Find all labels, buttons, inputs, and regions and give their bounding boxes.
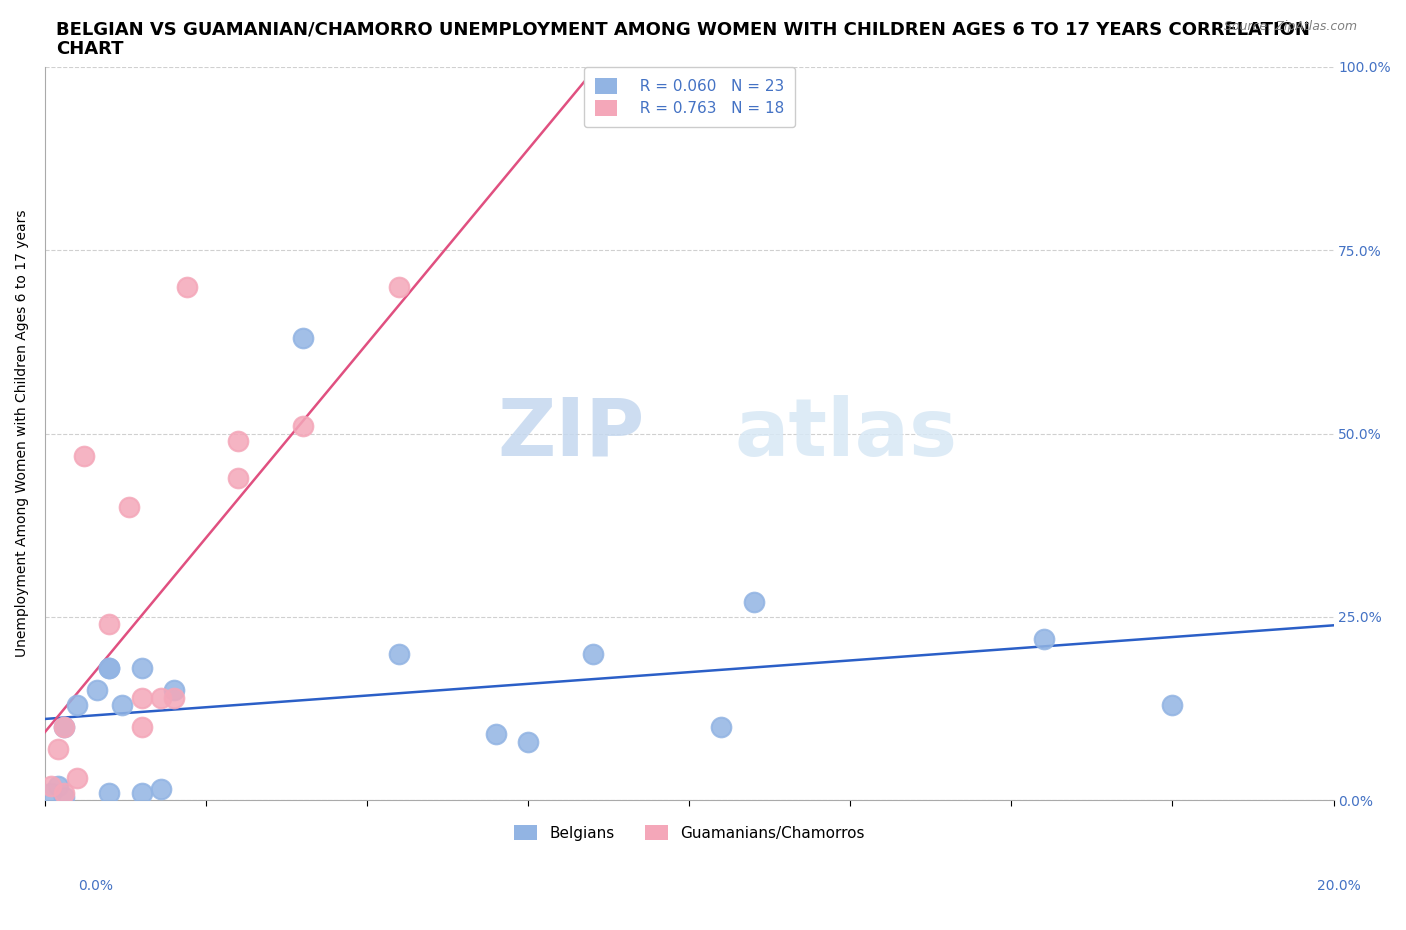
Point bbox=[613, 74, 636, 89]
Point bbox=[53, 786, 76, 801]
Point bbox=[131, 786, 153, 801]
Point bbox=[163, 690, 186, 705]
Point bbox=[485, 727, 508, 742]
Point bbox=[388, 280, 411, 295]
Text: Source: ZipAtlas.com: Source: ZipAtlas.com bbox=[1223, 20, 1357, 33]
Point bbox=[388, 646, 411, 661]
Point bbox=[131, 661, 153, 676]
Point bbox=[53, 720, 76, 735]
Point bbox=[41, 786, 63, 801]
Point bbox=[98, 661, 121, 676]
Point bbox=[581, 646, 603, 661]
Point bbox=[291, 331, 314, 346]
Point bbox=[98, 661, 121, 676]
Point bbox=[46, 778, 69, 793]
Point bbox=[131, 690, 153, 705]
Point bbox=[98, 786, 121, 801]
Text: ZIP: ZIP bbox=[496, 394, 644, 472]
Point bbox=[46, 741, 69, 756]
Point bbox=[131, 720, 153, 735]
Point bbox=[1032, 631, 1054, 646]
Point bbox=[226, 433, 249, 448]
Point bbox=[41, 778, 63, 793]
Point bbox=[176, 280, 198, 295]
Point bbox=[1161, 698, 1184, 712]
Point bbox=[149, 782, 172, 797]
Point bbox=[710, 720, 733, 735]
Text: 20.0%: 20.0% bbox=[1316, 879, 1361, 893]
Point bbox=[86, 683, 108, 698]
Point bbox=[53, 720, 76, 735]
Point bbox=[742, 595, 765, 610]
Point bbox=[291, 418, 314, 433]
Point bbox=[118, 499, 141, 514]
Point bbox=[111, 698, 134, 712]
Text: atlas: atlas bbox=[734, 394, 957, 472]
Point bbox=[66, 698, 89, 712]
Legend: Belgians, Guamanians/Chamorros: Belgians, Guamanians/Chamorros bbox=[503, 814, 875, 851]
Point bbox=[149, 690, 172, 705]
Y-axis label: Unemployment Among Women with Children Ages 6 to 17 years: Unemployment Among Women with Children A… bbox=[15, 210, 30, 658]
Point bbox=[163, 683, 186, 698]
Text: CHART: CHART bbox=[56, 40, 124, 58]
Point bbox=[226, 471, 249, 485]
Point bbox=[53, 790, 76, 804]
Text: BELGIAN VS GUAMANIAN/CHAMORRO UNEMPLOYMENT AMONG WOMEN WITH CHILDREN AGES 6 TO 1: BELGIAN VS GUAMANIAN/CHAMORRO UNEMPLOYME… bbox=[56, 20, 1310, 38]
Point bbox=[66, 771, 89, 786]
Point bbox=[72, 448, 94, 463]
Point bbox=[517, 734, 540, 749]
Point bbox=[98, 617, 121, 631]
Text: 0.0%: 0.0% bbox=[79, 879, 112, 893]
